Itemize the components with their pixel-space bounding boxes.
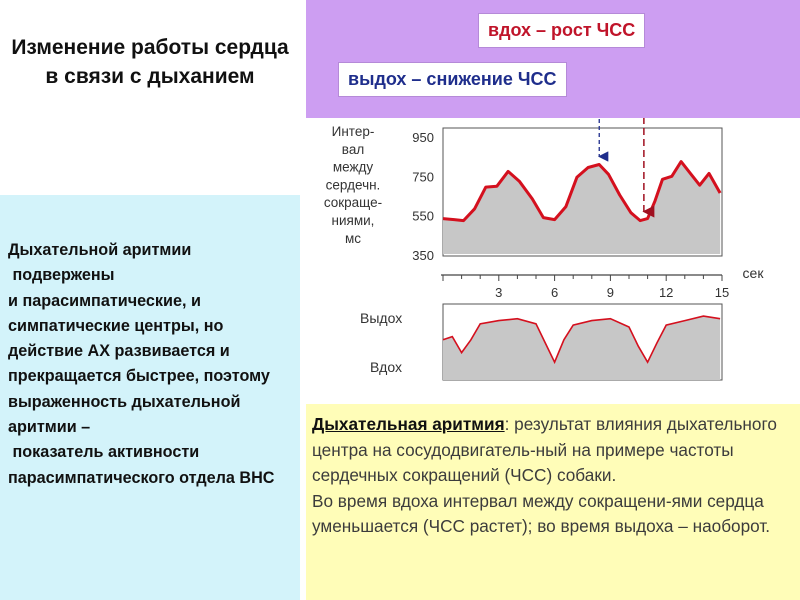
y-tick-label: 750 xyxy=(412,169,434,184)
x-tick-label: 3 xyxy=(495,285,502,300)
explanation-rest: : результат влияния дыхательного центра … xyxy=(312,414,777,485)
x-tick-label: 15 xyxy=(715,285,729,300)
x-axis-label: сек xyxy=(743,265,765,281)
explanation-line2: Во время вдоха интервал между сокращени-… xyxy=(312,490,771,537)
y-axis-label-line: сердечн. xyxy=(326,177,381,192)
y-axis-label-line: сокраще- xyxy=(324,195,382,210)
arrhythmia-chart: 950 750 550 350 Интер-вал между сердечн. сокращ… xyxy=(324,118,765,381)
respiration-series-line xyxy=(442,315,721,365)
y-tick-label: 950 xyxy=(412,130,434,145)
exhale-callout: выдох – снижение ЧСС xyxy=(338,62,567,97)
respiration-area-fill xyxy=(443,316,721,380)
y-axis-label-line: мс xyxy=(345,231,361,246)
y-axis-label-line: Интер- xyxy=(332,124,375,139)
left-info-panel xyxy=(0,195,300,600)
rr-interval-series-line xyxy=(442,160,722,223)
y-axis-label-line: вал xyxy=(342,142,364,157)
exhale-axis-label: Выдох xyxy=(360,310,402,326)
inhale-callout: вдох – рост ЧСС xyxy=(478,13,646,48)
y-axis-label-line: между xyxy=(333,160,374,175)
y-tick-label: 350 xyxy=(412,248,434,263)
x-tick-label: 6 xyxy=(551,285,558,300)
y-tick-label: 550 xyxy=(412,209,434,224)
explanation-panel xyxy=(306,404,800,600)
explanation-text: Дыхательная аритмия: результат влияния д… xyxy=(312,412,788,540)
slide-title: Изменение работы сердца в связи с дыхани… xyxy=(11,36,289,88)
explanation-term: Дыхательная аритмия xyxy=(312,414,505,434)
left-info-text: Дыхательной аритмии подвержены и парасим… xyxy=(8,241,275,487)
inhale-axis-label: Вдох xyxy=(370,359,402,375)
x-tick-label: 12 xyxy=(659,285,673,300)
title-panel xyxy=(0,0,300,195)
y-axis-label-line: ниями, xyxy=(332,213,375,228)
x-tick-label: 9 xyxy=(607,285,614,300)
top-area-fill xyxy=(443,161,721,254)
